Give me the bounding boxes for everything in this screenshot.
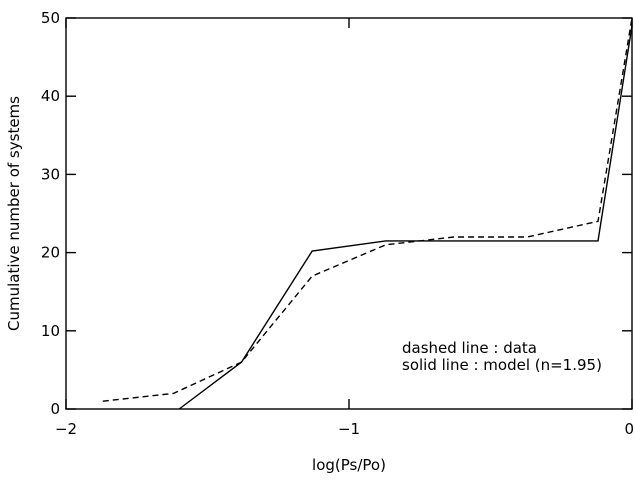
series-line-model [178, 25, 633, 410]
y-tick-label: 30 [41, 165, 60, 183]
annotation-model-legend: solid line : model (n=1.95) [402, 356, 602, 374]
series-line-data [102, 17, 633, 402]
y-tick-label: 20 [41, 244, 60, 262]
annotation-data-legend: dashed line : data [402, 339, 537, 357]
y-tick-label: 0 [50, 400, 60, 418]
x-tick-label: −1 [338, 420, 360, 438]
plot-frame [65, 17, 633, 410]
y-tick-label: 10 [41, 322, 60, 340]
y-tick-label: 50 [41, 9, 60, 27]
x-tick-label: 0 [624, 420, 634, 438]
y-axis-ticks: 0 10 20 30 40 50 [41, 9, 632, 418]
y-tick-label: 40 [41, 87, 60, 105]
plot-area-border [65, 17, 633, 410]
series-layer [102, 17, 633, 410]
x-axis-ticks: −2 −1 0 [55, 18, 634, 438]
x-axis-title: log(Ps/Po) [312, 456, 386, 474]
y-axis-title: Cumulative number of systems [5, 96, 23, 331]
x-tick-label: −2 [55, 420, 77, 438]
